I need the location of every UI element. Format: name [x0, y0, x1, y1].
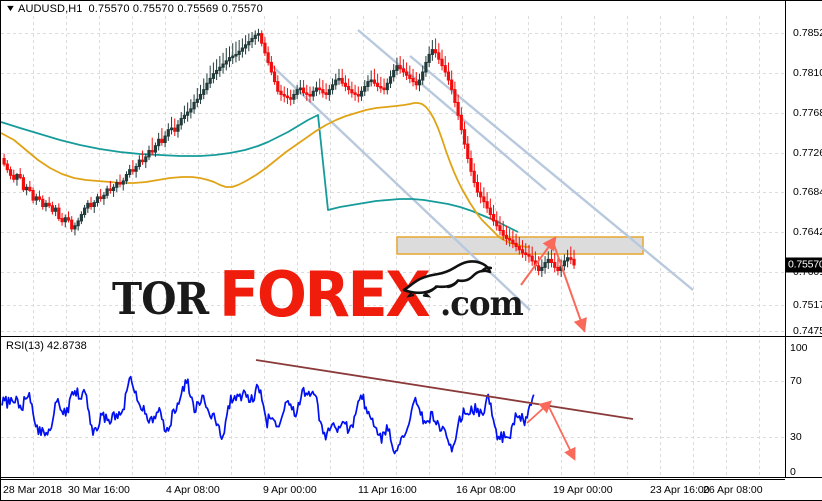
time-tick: 11 Apr 16:00 [358, 484, 417, 496]
triangle-down-icon[interactable]: ▼ [4, 3, 17, 13]
price-tick: 0.76840 [793, 186, 822, 198]
rsi-tick: 30 [790, 431, 802, 443]
time-tick: 16 Apr 08:00 [456, 484, 516, 496]
rsi-forecast-arrow[interactable] [526, 400, 576, 461]
trendline-lower [409, 55, 694, 291]
time-tick: 4 Apr 08:00 [166, 484, 220, 496]
price-axis-divider [785, 0, 786, 477]
price-forecast-arrow[interactable] [520, 236, 587, 333]
price-tick: 0.76420 [793, 226, 822, 238]
ohlc-values: 0.75570 0.75570 0.75569 0.75570 [88, 3, 263, 15]
price-tick: 0.78520 [793, 27, 822, 39]
ma-slow-line [1, 114, 519, 233]
time-axis-divider-2 [0, 479, 785, 480]
rsi-gridlines [1, 381, 785, 438]
time-tick: 30 Mar 16:00 [68, 484, 130, 496]
time-tick: 9 Apr 00:00 [263, 484, 317, 496]
rsi-line [1, 375, 535, 455]
ma-fast-line [1, 102, 530, 248]
time-axis-divider [0, 477, 822, 478]
rsi-trendline[interactable] [255, 359, 634, 420]
current-price-tag: 0.75570 [786, 257, 822, 273]
price-tick: 0.77680 [793, 107, 822, 119]
rsi-header: RSI(13) 42.8738 [6, 340, 87, 352]
time-tick: 23 Apr 16:00 [650, 484, 710, 496]
time-tick: 28 Mar 2018 [3, 484, 62, 496]
rsi-tick: 70 [790, 375, 802, 387]
price-tick: 0.74750 [793, 325, 822, 337]
time-tick: 19 Apr 00:00 [553, 484, 613, 496]
trendline-upper [357, 29, 547, 191]
rsi-tick: 100 [790, 342, 808, 354]
symbol-header: ▼ AUDUSD,H1 0.75570 0.75570 0.75569 0.7557… [4, 3, 263, 15]
time-tick: 26 Apr 08:00 [703, 484, 763, 496]
price-tick: 0.78100 [793, 67, 822, 79]
rsi-tick: 0 [790, 466, 796, 478]
price-tick: 0.77260 [793, 147, 822, 159]
panel-divider [0, 336, 822, 337]
price-tick: 0.75170 [793, 299, 822, 311]
candles-group [2, 28, 576, 277]
symbol-name: AUDUSD,H1 [18, 3, 83, 15]
